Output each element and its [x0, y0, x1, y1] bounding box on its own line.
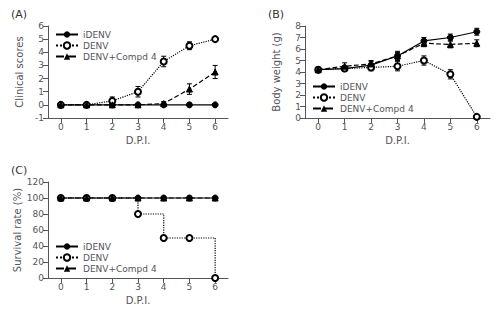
- svg-text:0: 0: [38, 100, 44, 110]
- svg-text:2: 2: [109, 282, 115, 292]
- svg-text:4: 4: [161, 282, 167, 292]
- svg-text:1: 1: [38, 87, 44, 97]
- svg-text:6: 6: [212, 122, 218, 132]
- svg-text:3: 3: [135, 122, 141, 132]
- svg-text:20: 20: [33, 257, 45, 267]
- svg-text:0: 0: [295, 113, 301, 123]
- svg-text:4: 4: [161, 122, 167, 132]
- svg-text:0: 0: [58, 122, 64, 132]
- svg-text:iDENV: iDENV: [83, 242, 112, 252]
- svg-text:3: 3: [135, 282, 141, 292]
- svg-text:0: 0: [315, 122, 321, 132]
- svg-text:Body weight (g): Body weight (g): [271, 32, 282, 112]
- svg-text:3: 3: [295, 79, 301, 89]
- svg-text:7: 7: [295, 33, 301, 43]
- svg-text:100: 100: [27, 193, 44, 203]
- svg-text:5: 5: [38, 34, 44, 44]
- svg-text:(C): (C): [11, 164, 27, 177]
- svg-text:0: 0: [58, 282, 64, 292]
- svg-text:DENV+Compd 4: DENV+Compd 4: [83, 52, 157, 62]
- svg-text:iDENV: iDENV: [340, 82, 369, 92]
- svg-text:iDENV: iDENV: [83, 30, 112, 40]
- svg-text:3: 3: [38, 60, 44, 70]
- svg-text:0: 0: [38, 273, 44, 283]
- svg-text:2: 2: [295, 90, 301, 100]
- svg-text:40: 40: [33, 241, 45, 251]
- svg-text:DENV+Compd 4: DENV+Compd 4: [340, 104, 414, 114]
- svg-text:Clinical scores: Clinical scores: [14, 36, 25, 107]
- svg-text:DENV: DENV: [340, 93, 366, 103]
- svg-text:6: 6: [212, 282, 218, 292]
- svg-text:5: 5: [187, 122, 193, 132]
- svg-text:6: 6: [295, 44, 301, 54]
- svg-text:D.P.I.: D.P.I.: [126, 295, 151, 306]
- svg-text:DENV: DENV: [83, 41, 109, 51]
- svg-text:60: 60: [33, 225, 45, 235]
- svg-text:DENV: DENV: [83, 253, 109, 263]
- svg-text:2: 2: [109, 122, 115, 132]
- svg-text:1: 1: [295, 102, 301, 112]
- svg-text:-1: -1: [35, 113, 44, 123]
- svg-text:6: 6: [474, 122, 480, 132]
- svg-text:DENV+Compd 4: DENV+Compd 4: [83, 264, 157, 274]
- svg-text:2: 2: [38, 74, 44, 84]
- svg-text:1: 1: [84, 122, 90, 132]
- svg-text:120: 120: [27, 177, 44, 187]
- svg-text:5: 5: [447, 122, 453, 132]
- svg-text:4: 4: [295, 67, 301, 77]
- svg-text:4: 4: [421, 122, 427, 132]
- svg-text:8: 8: [295, 21, 301, 31]
- svg-text:1: 1: [84, 282, 90, 292]
- svg-text:(A): (A): [11, 8, 27, 21]
- svg-text:1: 1: [342, 122, 348, 132]
- svg-text:5: 5: [187, 282, 193, 292]
- svg-text:D.P.I.: D.P.I.: [126, 135, 151, 146]
- svg-text:3: 3: [395, 122, 401, 132]
- svg-text:6: 6: [38, 21, 44, 31]
- svg-text:4: 4: [38, 47, 44, 57]
- svg-text:D.P.I.: D.P.I.: [385, 135, 410, 146]
- svg-text:(B): (B): [268, 8, 284, 21]
- svg-text:Survival rate (%): Survival rate (%): [12, 188, 23, 272]
- svg-text:2: 2: [368, 122, 374, 132]
- svg-text:5: 5: [295, 56, 301, 66]
- svg-text:80: 80: [33, 209, 45, 219]
